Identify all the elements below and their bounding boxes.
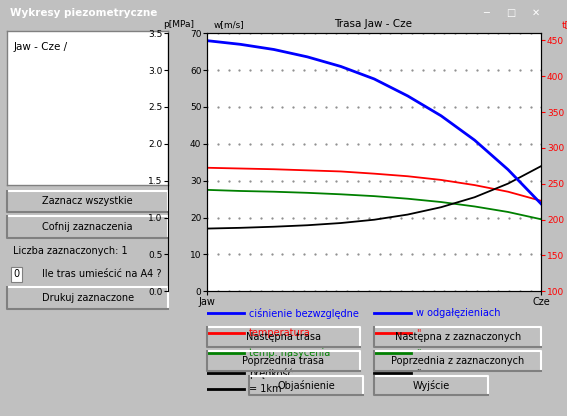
Text: Ile tras umieścić na A4 ?: Ile tras umieścić na A4 ? xyxy=(43,269,162,279)
Text: Poprzednia z zaznaczonych: Poprzednia z zaznaczonych xyxy=(391,356,524,366)
Text: ciśnienie bezwzględne: ciśnienie bezwzględne xyxy=(249,308,359,319)
Text: ✕: ✕ xyxy=(532,8,540,18)
Text: ─: ─ xyxy=(484,8,489,18)
Text: Wyjście: Wyjście xyxy=(412,380,450,391)
Text: temp. nasycenia: temp. nasycenia xyxy=(249,348,330,358)
Text: ": " xyxy=(416,368,421,378)
Text: Liczba zaznaczonych: 1: Liczba zaznaczonych: 1 xyxy=(13,246,128,256)
Text: prędkość: prędkość xyxy=(249,367,293,379)
Text: Jaw - Cze /: Jaw - Cze / xyxy=(13,42,67,52)
Text: □: □ xyxy=(506,8,515,18)
Text: t[C]: t[C] xyxy=(561,20,567,30)
Text: ": " xyxy=(416,348,421,358)
Text: ": " xyxy=(416,328,421,338)
Text: Następna z zaznaczonych: Następna z zaznaczonych xyxy=(395,332,521,342)
Text: Objaśnienie: Objaśnienie xyxy=(277,380,335,391)
Text: Drukuj zaznaczone: Drukuj zaznaczone xyxy=(41,293,134,303)
Text: p[MPa]: p[MPa] xyxy=(163,20,194,30)
Text: = 1km: = 1km xyxy=(249,384,281,394)
Text: Poprzednia trasa: Poprzednia trasa xyxy=(243,356,324,366)
Text: Wykresy piezometryczne: Wykresy piezometryczne xyxy=(10,8,158,18)
Text: 0: 0 xyxy=(13,269,19,279)
Text: w[m/s]: w[m/s] xyxy=(214,20,244,30)
Text: Zaznacz wszystkie: Zaznacz wszystkie xyxy=(43,196,133,206)
Text: Trasa Jaw - Cze: Trasa Jaw - Cze xyxy=(334,20,412,30)
Text: Cofnij zaznaczenia: Cofnij zaznaczenia xyxy=(43,222,133,232)
Text: w odgałęzieniach: w odgałęzieniach xyxy=(416,308,501,318)
Text: temperatura: temperatura xyxy=(249,328,311,338)
Text: Następna trasa: Następna trasa xyxy=(246,332,321,342)
